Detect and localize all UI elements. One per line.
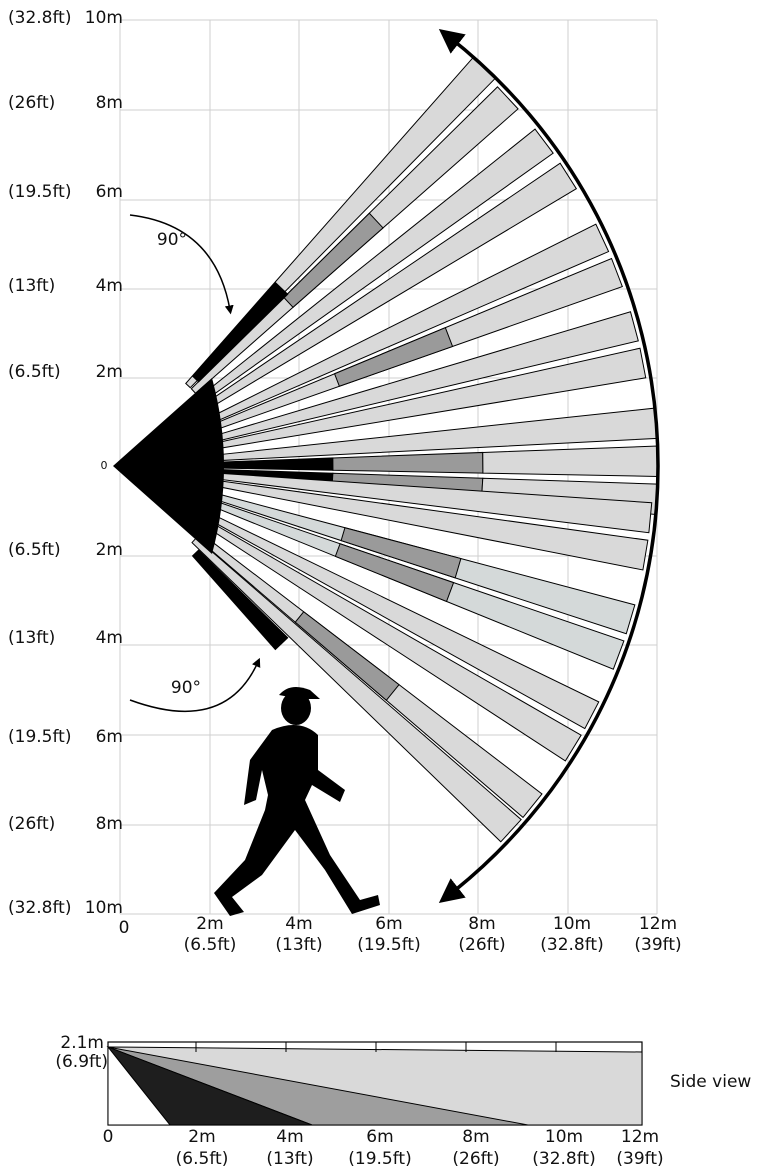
x-origin: 0 [119, 918, 130, 938]
near-zone [113, 378, 224, 554]
y-label-ft: (19.5ft) [8, 727, 71, 747]
side-x-label-m: 4m [276, 1127, 303, 1147]
y-label-m: 2m [96, 540, 123, 560]
side-x-origin: 0 [103, 1127, 114, 1147]
angle-arrow-top [129, 214, 234, 315]
y-label-ft: (13ft) [8, 276, 55, 296]
side-x-label-ft: (26ft) [452, 1149, 499, 1169]
side-height-m: 2.1m [60, 1033, 104, 1053]
side-height-ft: (6.9ft) [55, 1052, 108, 1072]
y-label-m: 6m [96, 182, 123, 202]
y-label-m: 4m [96, 628, 123, 648]
x-label-ft: (13ft) [275, 935, 322, 955]
y-label-ft: (32.8ft) [8, 898, 71, 918]
y-label-m: 10m [85, 8, 123, 28]
side-x-label-m: 12m [621, 1127, 659, 1147]
side-x-label-m: 10m [545, 1127, 583, 1147]
beam [191, 549, 289, 651]
side-x-label-ft: (6.5ft) [176, 1149, 229, 1169]
y-label-ft: (6.5ft) [8, 362, 61, 382]
side-x-label-m: 2m [188, 1127, 215, 1147]
x-label-m: 8m [468, 914, 495, 934]
x-label-ft: (39ft) [634, 935, 681, 955]
angle-arrow-bottom [129, 657, 261, 713]
y-label-m: 6m [96, 727, 123, 747]
x-label-ft: (32.8ft) [540, 935, 603, 955]
y-label-ft: (26ft) [8, 93, 55, 113]
person-silhouette [214, 686, 380, 916]
beam [283, 212, 384, 308]
side-title: Side view [670, 1072, 751, 1092]
y-label-m: 2m [96, 362, 123, 382]
side-x-label-m: 8m [462, 1127, 489, 1147]
y-label-ft: (26ft) [8, 814, 55, 834]
y-label-m: 8m [96, 93, 123, 113]
x-label-m: 6m [375, 914, 402, 934]
y-label-m: 8m [96, 814, 123, 834]
angle-label: 90° [171, 678, 201, 698]
side-x-label-ft: (39ft) [616, 1149, 663, 1169]
beam [332, 451, 484, 474]
y-label-ft: (6.5ft) [8, 540, 61, 560]
y-label-ft: (19.5ft) [8, 182, 71, 202]
beam [482, 445, 659, 477]
y-label-ft: (13ft) [8, 628, 55, 648]
x-label-m: 2m [196, 914, 223, 934]
beam [294, 611, 400, 701]
y-label-m: 4m [96, 276, 123, 296]
x-label-m: 10m [553, 914, 591, 934]
x-label-m: 12m [639, 914, 677, 934]
detection-beams [185, 56, 659, 843]
x-label-ft: (6.5ft) [184, 935, 237, 955]
side-x-label-ft: (19.5ft) [348, 1149, 411, 1169]
range-arc [438, 28, 660, 904]
center-label: 0 [101, 459, 108, 472]
side-x-label-m: 6m [366, 1127, 393, 1147]
x-label-m: 4m [285, 914, 312, 934]
beam [191, 281, 289, 383]
side-view-diagram [106, 1041, 643, 1126]
y-label-m: 10m [85, 898, 123, 918]
x-label-ft: (26ft) [458, 935, 505, 955]
x-label-ft: (19.5ft) [357, 935, 420, 955]
y-label-ft: (32.8ft) [8, 8, 71, 28]
angle-label: 90° [157, 230, 187, 250]
side-x-label-ft: (13ft) [266, 1149, 313, 1169]
side-x-label-ft: (32.8ft) [532, 1149, 595, 1169]
labels: (32.8ft) 10m(26ft) 8m(19.5ft) 6m(13ft) 4m(6.… [8, 8, 751, 1169]
beam [191, 537, 522, 843]
